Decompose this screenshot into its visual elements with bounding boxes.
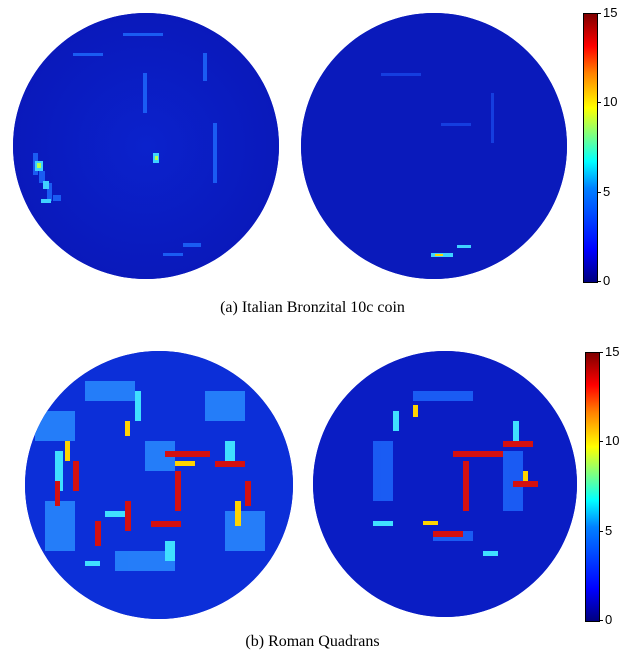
- colorbar-a-label-0: 0: [603, 273, 611, 288]
- colorbar-b-label-0: 0: [605, 612, 613, 627]
- caption-b: (b) Roman Quadrans: [245, 633, 380, 650]
- colorbar-b-label-5: 5: [605, 523, 613, 538]
- caption-a: (a) Italian Bronzital 10c coin: [220, 299, 405, 316]
- colorbar-a-tick-0: [597, 281, 601, 282]
- colorbar-b-tick-10: [599, 441, 603, 442]
- panel-b: 15 10 5 0 (b) Roman Quadrans: [0, 330, 625, 661]
- colorbar-a-tick-15: [597, 13, 601, 14]
- coin-b-left-heatmap: [25, 351, 293, 619]
- coin-b-right-heatmap: [313, 351, 577, 617]
- colorbar-a-tick-5: [597, 192, 601, 193]
- colorbar-b: [585, 352, 600, 622]
- colorbar-b-label-15: 15: [605, 344, 620, 359]
- colorbar-b-tick-15: [599, 352, 603, 353]
- panel-a: 15 10 5 0 (a) Italian Bronzital 10c coin: [0, 0, 625, 325]
- colorbar-b-tick-5: [599, 531, 603, 532]
- colorbar-a-label-10: 10: [603, 94, 618, 109]
- coin-a-left-heatmap: [13, 13, 279, 279]
- colorbar-b-tick-0: [599, 620, 603, 621]
- colorbar-a-tick-10: [597, 102, 601, 103]
- colorbar-a-label-15: 15: [603, 5, 618, 20]
- colorbar-a: [583, 13, 598, 283]
- coin-a-right-heatmap: [301, 13, 567, 279]
- colorbar-a-label-5: 5: [603, 184, 611, 199]
- colorbar-b-label-10: 10: [605, 433, 620, 448]
